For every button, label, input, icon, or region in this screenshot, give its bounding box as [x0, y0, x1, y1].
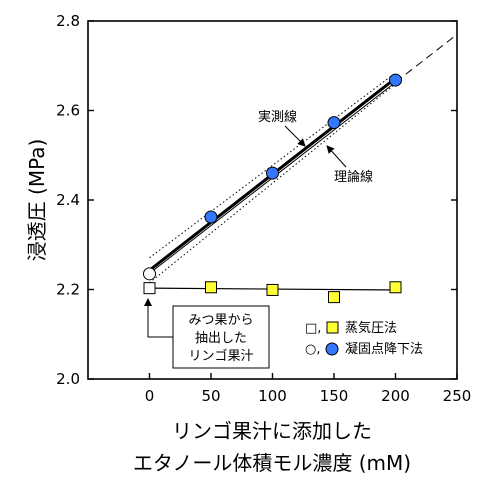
annotation-connector — [147, 306, 173, 338]
theoretical-line-pointer — [326, 145, 347, 168]
legend-square-prefix: □, — [305, 321, 321, 336]
theoretical-line-extension — [395, 34, 458, 83]
y-tick-label: 2.0 — [56, 370, 80, 388]
data-points — [143, 73, 402, 304]
axis-ticks: 0 50 100 150 200 250 2.0 2.2 2.4 2.6 2.8 — [56, 12, 471, 405]
y-tick-label: 2.2 — [56, 281, 80, 299]
annotation-box — [172, 305, 270, 369]
x-tick-label: 150 — [320, 387, 349, 405]
vapor-pressure-point — [266, 283, 279, 296]
theoretical-line-label: 理論線 — [334, 169, 373, 185]
freezing-point-point — [143, 267, 156, 281]
x-tick-label: 100 — [258, 387, 287, 405]
freezing-point-point — [327, 116, 341, 130]
measured-line-label: 実測線 — [258, 109, 297, 125]
legend-square-marker — [326, 321, 339, 334]
x-tick-label: 0 — [145, 387, 155, 405]
legend-circle-marker — [325, 342, 339, 356]
x-tick-label: 200 — [381, 387, 410, 405]
confidence-band-lower — [149, 83, 396, 284]
freezing-point-point — [266, 166, 279, 180]
annotation-line-3: リンゴ果汁 — [188, 348, 253, 364]
annotation-line-1: みつ果から — [188, 313, 253, 328]
y-tick-label: 2.4 — [56, 191, 80, 209]
x-tick-label: 50 — [201, 387, 220, 405]
fit-lines — [148, 34, 458, 291]
measured-line-pointer — [284, 125, 306, 147]
x-axis-title-line1: リンゴ果汁に添加した — [172, 419, 372, 443]
legend-square-label: 蒸気圧法 — [345, 320, 397, 336]
x-tick-label: 250 — [443, 387, 472, 405]
vapor-pressure-point — [205, 281, 217, 294]
y-tick-label: 2.6 — [56, 102, 80, 120]
freezing-point-point — [389, 73, 402, 87]
plot-frame — [87, 20, 458, 380]
freezing-point-point — [204, 210, 218, 224]
y-axis-title: 浸透圧 (MPa) — [25, 139, 49, 262]
confidence-band-upper — [149, 72, 396, 259]
vapor-pressure-point — [389, 281, 402, 294]
vapor-pressure-point — [328, 291, 340, 304]
legend-circle-label: 凝固点降下法 — [345, 341, 423, 357]
vapor-pressure-point — [143, 282, 156, 295]
y-tick-label: 2.8 — [56, 12, 80, 30]
x-axis-title-line2: エタノール体積モル濃度 (mM) — [133, 451, 411, 475]
legend: □, 蒸気圧法 ○, 凝固点降下法 — [305, 320, 423, 357]
annotation-line-2: 抽出した — [195, 331, 247, 346]
legend-circle-prefix: ○, — [305, 342, 320, 357]
